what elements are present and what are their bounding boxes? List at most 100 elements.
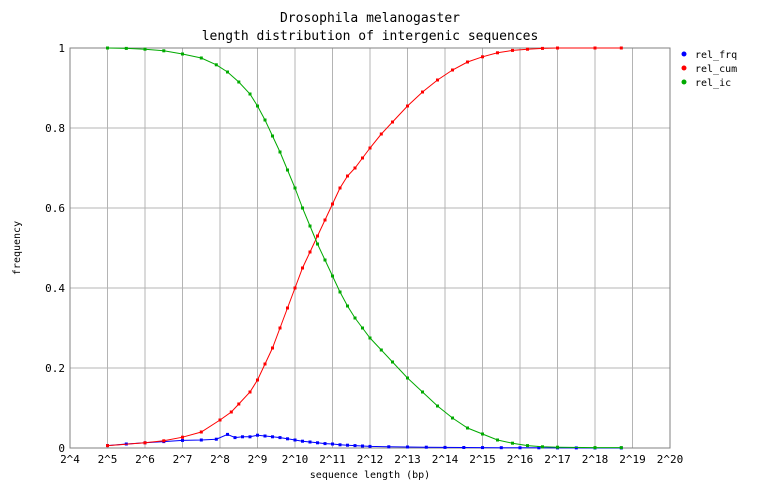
data-point-rel_ic <box>256 104 259 108</box>
data-point-rel_frq <box>256 433 259 437</box>
data-point-rel_ic <box>421 390 424 394</box>
data-point-rel_frq <box>537 446 541 450</box>
legend-label-rel_cum: rel_cum <box>695 64 737 75</box>
data-point-rel_frq <box>226 432 229 436</box>
data-point-rel_frq <box>361 444 364 448</box>
plot-area-frame <box>69 47 671 449</box>
data-point-rel_cum <box>593 46 597 50</box>
x-tick-label: 2^8 <box>210 453 230 466</box>
data-point-rel_cum <box>361 156 364 160</box>
data-point-rel_frq <box>331 442 334 446</box>
data-point-rel_cum <box>316 234 319 238</box>
data-point-rel_cum <box>181 435 184 439</box>
data-point-rel_frq <box>214 437 218 441</box>
data-point-rel_cum <box>331 202 334 206</box>
data-point-rel_frq <box>346 443 349 447</box>
data-point-rel_cum <box>436 78 439 82</box>
x-tick-label: 2^7 <box>173 453 193 466</box>
data-point-rel_ic <box>226 70 229 74</box>
data-point-rel_ic <box>593 446 597 450</box>
data-point-rel_ic <box>106 46 109 50</box>
data-point-rel_cum <box>106 444 109 448</box>
legend-label-rel_frq: rel_frq <box>695 50 737 61</box>
x-tick-label: 2^11 <box>319 453 346 466</box>
legend: rel_frq rel_cum rel_ic <box>681 50 737 89</box>
data-point-rel_ic <box>619 446 623 450</box>
legend-marker-rel_frq <box>681 51 687 57</box>
data-point-rel_ic <box>511 441 514 445</box>
grid <box>69 47 671 449</box>
data-point-rel_cum <box>496 51 499 55</box>
data-point-rel_ic <box>406 376 409 380</box>
data-point-rel_frq <box>233 436 237 440</box>
x-tick-label: 2^9 <box>248 453 268 466</box>
data-point-rel_frq <box>338 443 342 447</box>
x-axis-ticks: 2^4 2^5 2^6 2^7 2^8 2^9 2^10 2^11 2^12 2^13 2^14 2^… <box>60 453 683 466</box>
data-point-rel_ic <box>526 444 529 448</box>
data-point-rel_ic <box>271 134 274 138</box>
data-point-rel_frq <box>248 435 252 439</box>
data-point-rel_cum <box>278 326 282 330</box>
data-point-rel_ic <box>541 445 544 449</box>
data-point-rel_cum <box>248 390 252 394</box>
legend-label-rel_ic: rel_ic <box>695 78 731 89</box>
data-point-rel_ic <box>361 326 364 330</box>
data-point-rel_ic <box>481 432 484 436</box>
data-point-rel_cum <box>338 186 342 190</box>
data-point-rel_ic <box>286 168 289 172</box>
data-point-rel_frq <box>271 435 274 439</box>
data-point-rel_ic <box>248 92 252 96</box>
data-point-rel_cum <box>237 402 241 406</box>
data-point-rel_frq <box>518 446 522 450</box>
series-layer <box>106 46 623 450</box>
data-point-rel_ic <box>237 80 241 84</box>
data-point-rel_ic <box>368 336 372 340</box>
data-point-rel_cum <box>323 218 327 222</box>
data-point-rel_frq <box>481 446 484 450</box>
y-tick-label: 1 <box>58 42 65 55</box>
data-point-rel_ic <box>496 438 499 442</box>
data-point-rel_ic <box>301 206 304 210</box>
y-axis-label: frequency <box>12 221 23 275</box>
x-tick-label: 2^6 <box>135 453 155 466</box>
data-point-rel_ic <box>338 290 342 294</box>
data-point-rel_cum <box>218 418 222 422</box>
data-point-rel_ic <box>263 118 267 122</box>
data-point-rel_cum <box>353 166 357 170</box>
data-point-rel_ic <box>391 360 394 364</box>
data-point-rel_cum <box>541 46 544 50</box>
y-tick-label: 0.6 <box>45 202 65 215</box>
data-point-rel_frq <box>462 446 466 449</box>
data-point-rel_cum <box>406 104 409 108</box>
data-point-rel_ic <box>353 316 357 320</box>
x-tick-label: 2^12 <box>357 453 384 466</box>
data-point-rel_cum <box>466 60 469 64</box>
legend-marker-rel_ic <box>681 79 687 85</box>
data-point-rel_frq <box>499 446 503 450</box>
data-point-rel_frq <box>241 435 244 439</box>
data-point-rel_frq <box>316 441 319 445</box>
data-point-rel_ic <box>199 56 203 60</box>
data-point-rel_ic <box>162 49 166 53</box>
data-point-rel_ic <box>143 47 147 51</box>
data-point-rel_ic <box>466 426 469 430</box>
series-line-rel_ic <box>107 47 622 449</box>
y-tick-label: 0 <box>58 442 65 455</box>
data-point-rel_cum <box>143 441 147 445</box>
x-tick-label: 2^16 <box>507 453 534 466</box>
data-point-rel_cum <box>286 306 289 310</box>
data-point-rel_cum <box>379 132 383 136</box>
data-point-rel_frq <box>406 445 409 449</box>
x-tick-label: 2^19 <box>619 453 646 466</box>
data-point-rel_ic <box>278 150 282 154</box>
data-point-rel_cum <box>526 47 529 51</box>
data-point-rel_ic <box>331 274 334 278</box>
data-point-rel_ic <box>308 224 312 228</box>
data-point-rel_ic <box>124 46 128 50</box>
data-point-rel_ic <box>346 304 349 308</box>
x-tick-label: 2^10 <box>282 453 309 466</box>
x-tick-label: 2^5 <box>98 453 118 466</box>
data-point-rel_frq <box>199 438 203 442</box>
y-tick-label: 0.4 <box>45 282 65 295</box>
